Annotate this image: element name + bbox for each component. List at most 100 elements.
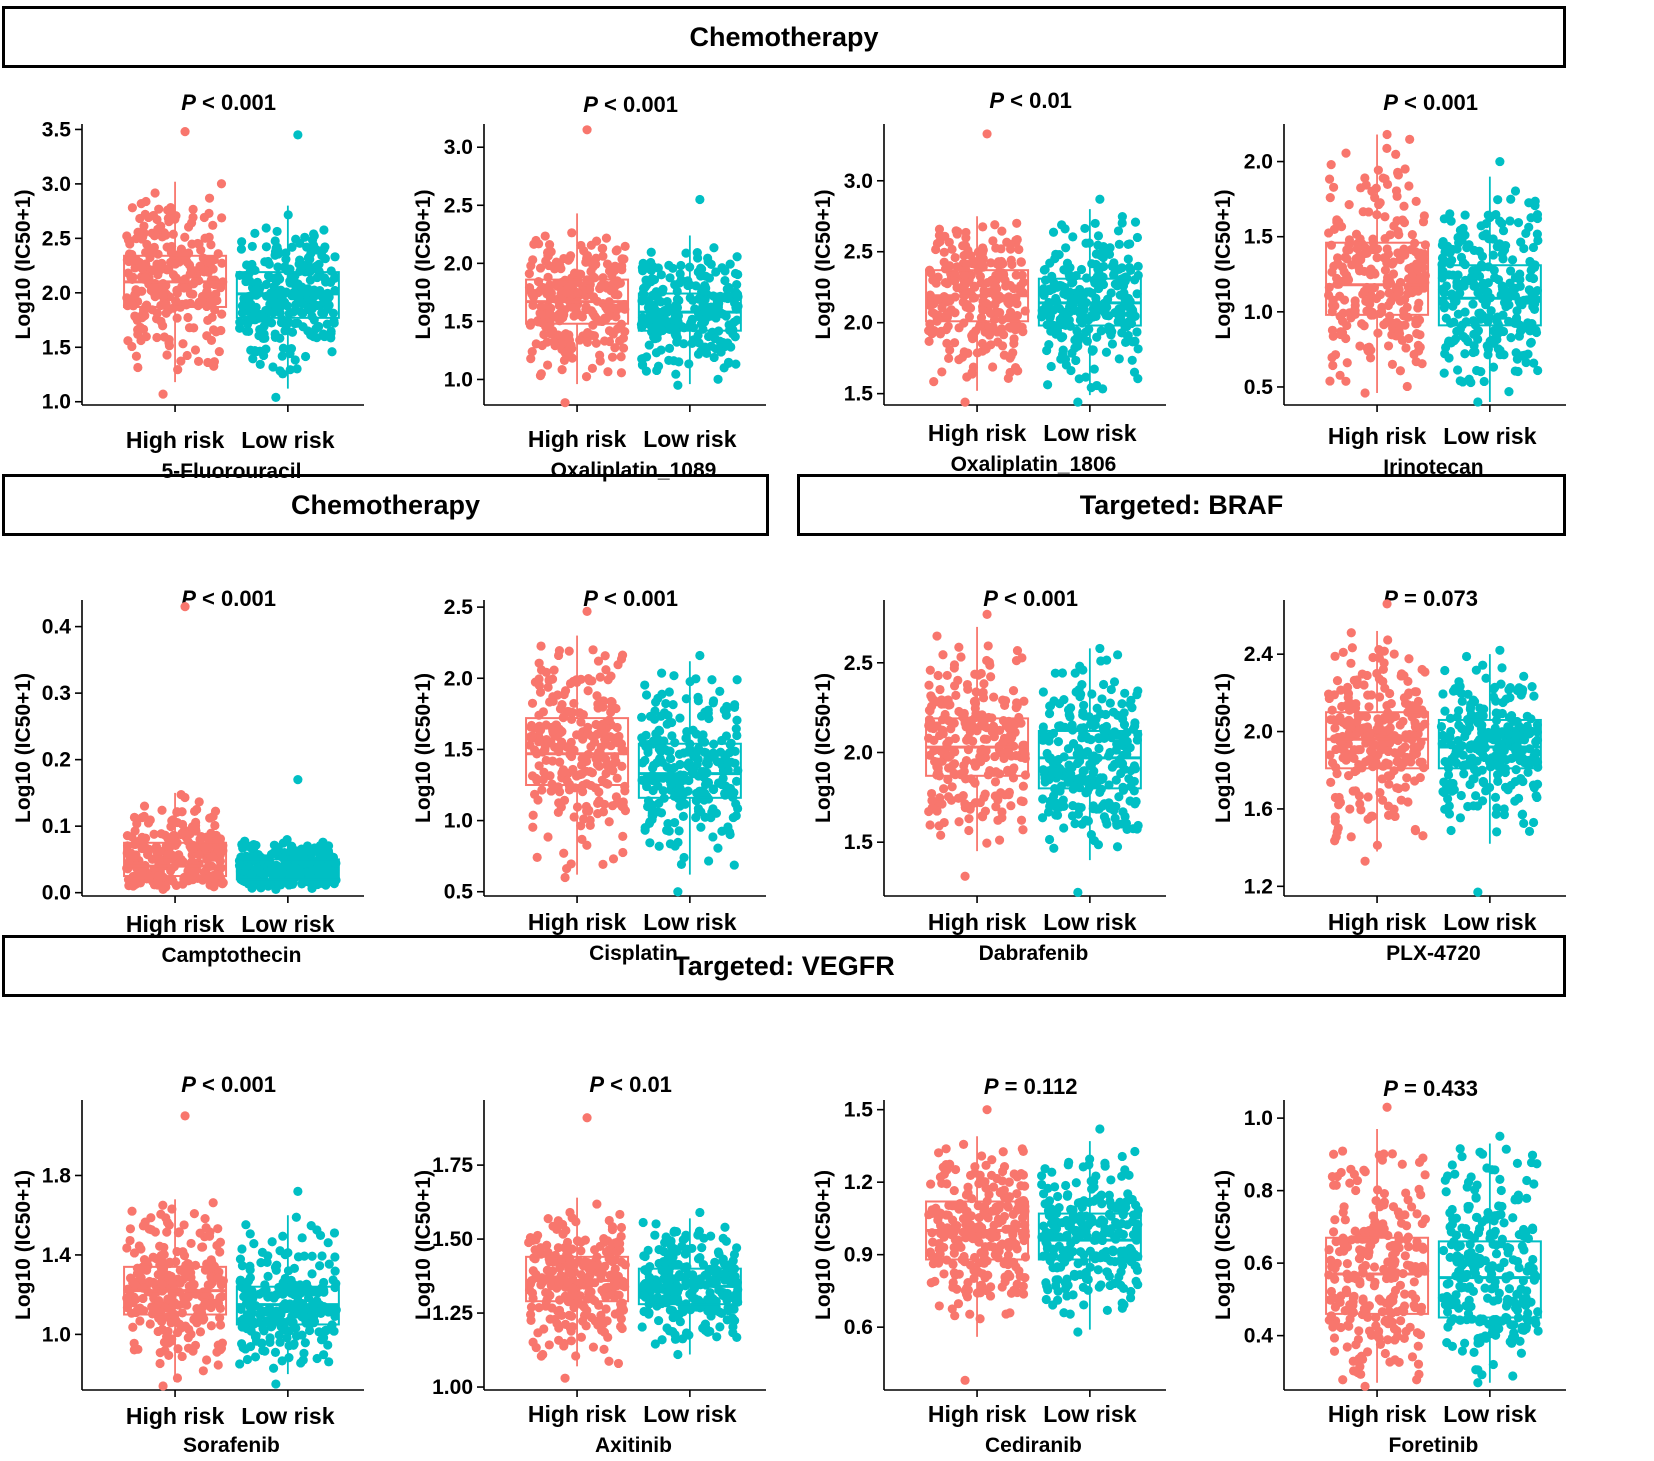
data-point bbox=[619, 254, 629, 264]
data-point bbox=[1382, 143, 1392, 153]
x-tick-label: Low risk bbox=[643, 909, 737, 935]
data-point bbox=[270, 236, 280, 246]
data-point bbox=[601, 233, 612, 243]
data-point bbox=[179, 283, 189, 293]
low-risk-group: Low risk bbox=[235, 1186, 341, 1429]
data-point bbox=[216, 283, 226, 293]
data-point bbox=[283, 862, 294, 872]
data-point bbox=[982, 734, 992, 744]
data-point bbox=[1112, 842, 1123, 852]
data-point bbox=[1510, 186, 1521, 196]
data-point bbox=[155, 259, 165, 269]
data-point bbox=[1479, 376, 1489, 387]
data-point bbox=[208, 1198, 218, 1208]
data-point bbox=[1357, 669, 1367, 679]
data-point bbox=[1468, 347, 1478, 358]
data-point bbox=[943, 792, 954, 802]
data-point bbox=[984, 330, 995, 340]
data-point bbox=[1343, 275, 1354, 285]
data-point bbox=[1383, 771, 1393, 781]
data-point bbox=[1490, 682, 1500, 692]
data-point bbox=[133, 362, 143, 373]
data-point bbox=[1097, 694, 1107, 704]
data-point bbox=[279, 262, 289, 272]
data-point bbox=[1404, 654, 1414, 664]
data-point bbox=[549, 665, 559, 675]
data-point bbox=[535, 263, 546, 273]
data-point bbox=[685, 293, 695, 303]
data-point bbox=[1004, 322, 1014, 332]
data-point bbox=[637, 733, 647, 743]
data-point bbox=[1440, 247, 1450, 257]
data-point bbox=[722, 701, 732, 712]
data-point bbox=[982, 277, 993, 288]
data-point bbox=[564, 646, 574, 656]
data-point bbox=[937, 799, 947, 809]
data-point bbox=[1087, 259, 1097, 269]
data-point bbox=[1104, 311, 1114, 321]
data-point bbox=[964, 814, 974, 824]
y-axis-title: Log10 (IC50+1) bbox=[12, 190, 35, 340]
data-point bbox=[322, 319, 332, 329]
data-point bbox=[1507, 255, 1518, 265]
data-point bbox=[1529, 358, 1539, 368]
data-point bbox=[300, 351, 311, 362]
max-outlier-point bbox=[1382, 129, 1392, 140]
data-point bbox=[721, 731, 732, 741]
data-point bbox=[543, 251, 553, 261]
data-point bbox=[568, 764, 578, 775]
max-outlier-point bbox=[180, 1111, 190, 1121]
data-point bbox=[1048, 791, 1059, 801]
y-tick-label: 2.5 bbox=[444, 596, 474, 619]
data-point bbox=[211, 1298, 221, 1308]
data-point bbox=[1132, 690, 1142, 700]
data-point bbox=[538, 747, 548, 757]
data-point bbox=[170, 259, 181, 269]
y-tick-label: 2.0 bbox=[844, 312, 873, 335]
data-point bbox=[618, 847, 628, 858]
data-point bbox=[593, 656, 604, 666]
data-point bbox=[988, 362, 998, 372]
data-point bbox=[1445, 259, 1455, 269]
data-point bbox=[141, 196, 151, 207]
jitter-points bbox=[122, 1111, 228, 1391]
jitter-points bbox=[122, 602, 228, 894]
data-point bbox=[646, 247, 656, 257]
data-point bbox=[256, 1338, 267, 1349]
data-point bbox=[926, 295, 936, 305]
data-point bbox=[1085, 760, 1095, 771]
data-point bbox=[607, 352, 618, 362]
data-point bbox=[593, 798, 603, 808]
data-point bbox=[1499, 810, 1509, 820]
data-point bbox=[1016, 281, 1026, 291]
data-point bbox=[306, 248, 316, 259]
data-point bbox=[158, 292, 168, 302]
data-point bbox=[1413, 709, 1423, 719]
data-point bbox=[1415, 772, 1425, 783]
drug-label: Cisplatin bbox=[589, 942, 678, 965]
y-tick-label: 1.5 bbox=[444, 310, 474, 333]
data-point bbox=[1008, 686, 1019, 696]
data-point bbox=[1504, 386, 1514, 397]
data-point bbox=[603, 367, 613, 377]
data-point bbox=[1096, 709, 1106, 719]
data-point bbox=[1383, 746, 1393, 756]
data-point bbox=[1086, 829, 1096, 840]
data-point bbox=[1367, 186, 1377, 196]
data-point bbox=[997, 226, 1007, 236]
data-point bbox=[183, 876, 193, 886]
data-point bbox=[995, 769, 1005, 779]
data-point bbox=[217, 258, 227, 268]
data-point bbox=[1067, 348, 1077, 358]
data-point bbox=[950, 276, 960, 286]
data-point bbox=[591, 338, 601, 348]
data-point bbox=[1098, 679, 1109, 690]
max-outlier-point bbox=[1382, 599, 1392, 609]
y-tick-label: 2.0 bbox=[444, 667, 473, 690]
data-point bbox=[925, 706, 935, 716]
data-point bbox=[1461, 651, 1472, 662]
y-tick-label: 3.0 bbox=[844, 170, 873, 193]
data-point bbox=[654, 725, 664, 735]
data-point bbox=[951, 690, 961, 700]
data-point bbox=[235, 323, 245, 333]
